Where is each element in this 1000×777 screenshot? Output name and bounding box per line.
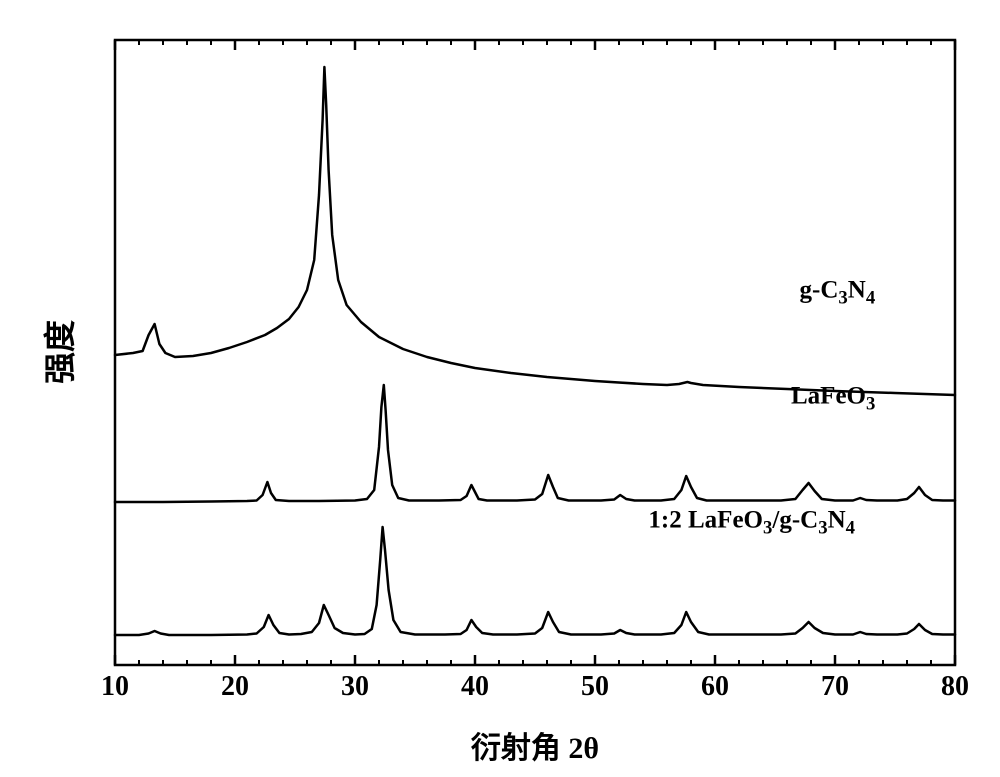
series-line-composite — [115, 527, 955, 635]
x-tick-label: 20 — [221, 671, 249, 703]
x-tick-label: 60 — [701, 671, 729, 703]
xrd-chart: 强度 1020304050607080 衍射角 2θ g-C3N4LaFeO31… — [0, 0, 1000, 777]
series-label-gcn: g-C3N4 — [800, 277, 876, 310]
x-tick-label: 50 — [581, 671, 609, 703]
series-label-composite: 1:2 LaFeO3/g-C3N4 — [648, 507, 855, 540]
x-tick-label: 40 — [461, 671, 489, 703]
x-tick-label: 70 — [821, 671, 849, 703]
x-tick-label: 10 — [101, 671, 129, 703]
x-tick-label: 30 — [341, 671, 369, 703]
series-line-gcn — [115, 67, 955, 395]
x-axis-label: 衍射角 2θ — [471, 723, 599, 767]
plot-border — [115, 40, 955, 665]
x-tick-label: 80 — [941, 671, 969, 703]
series-label-lafeo3: LaFeO3 — [791, 383, 875, 416]
